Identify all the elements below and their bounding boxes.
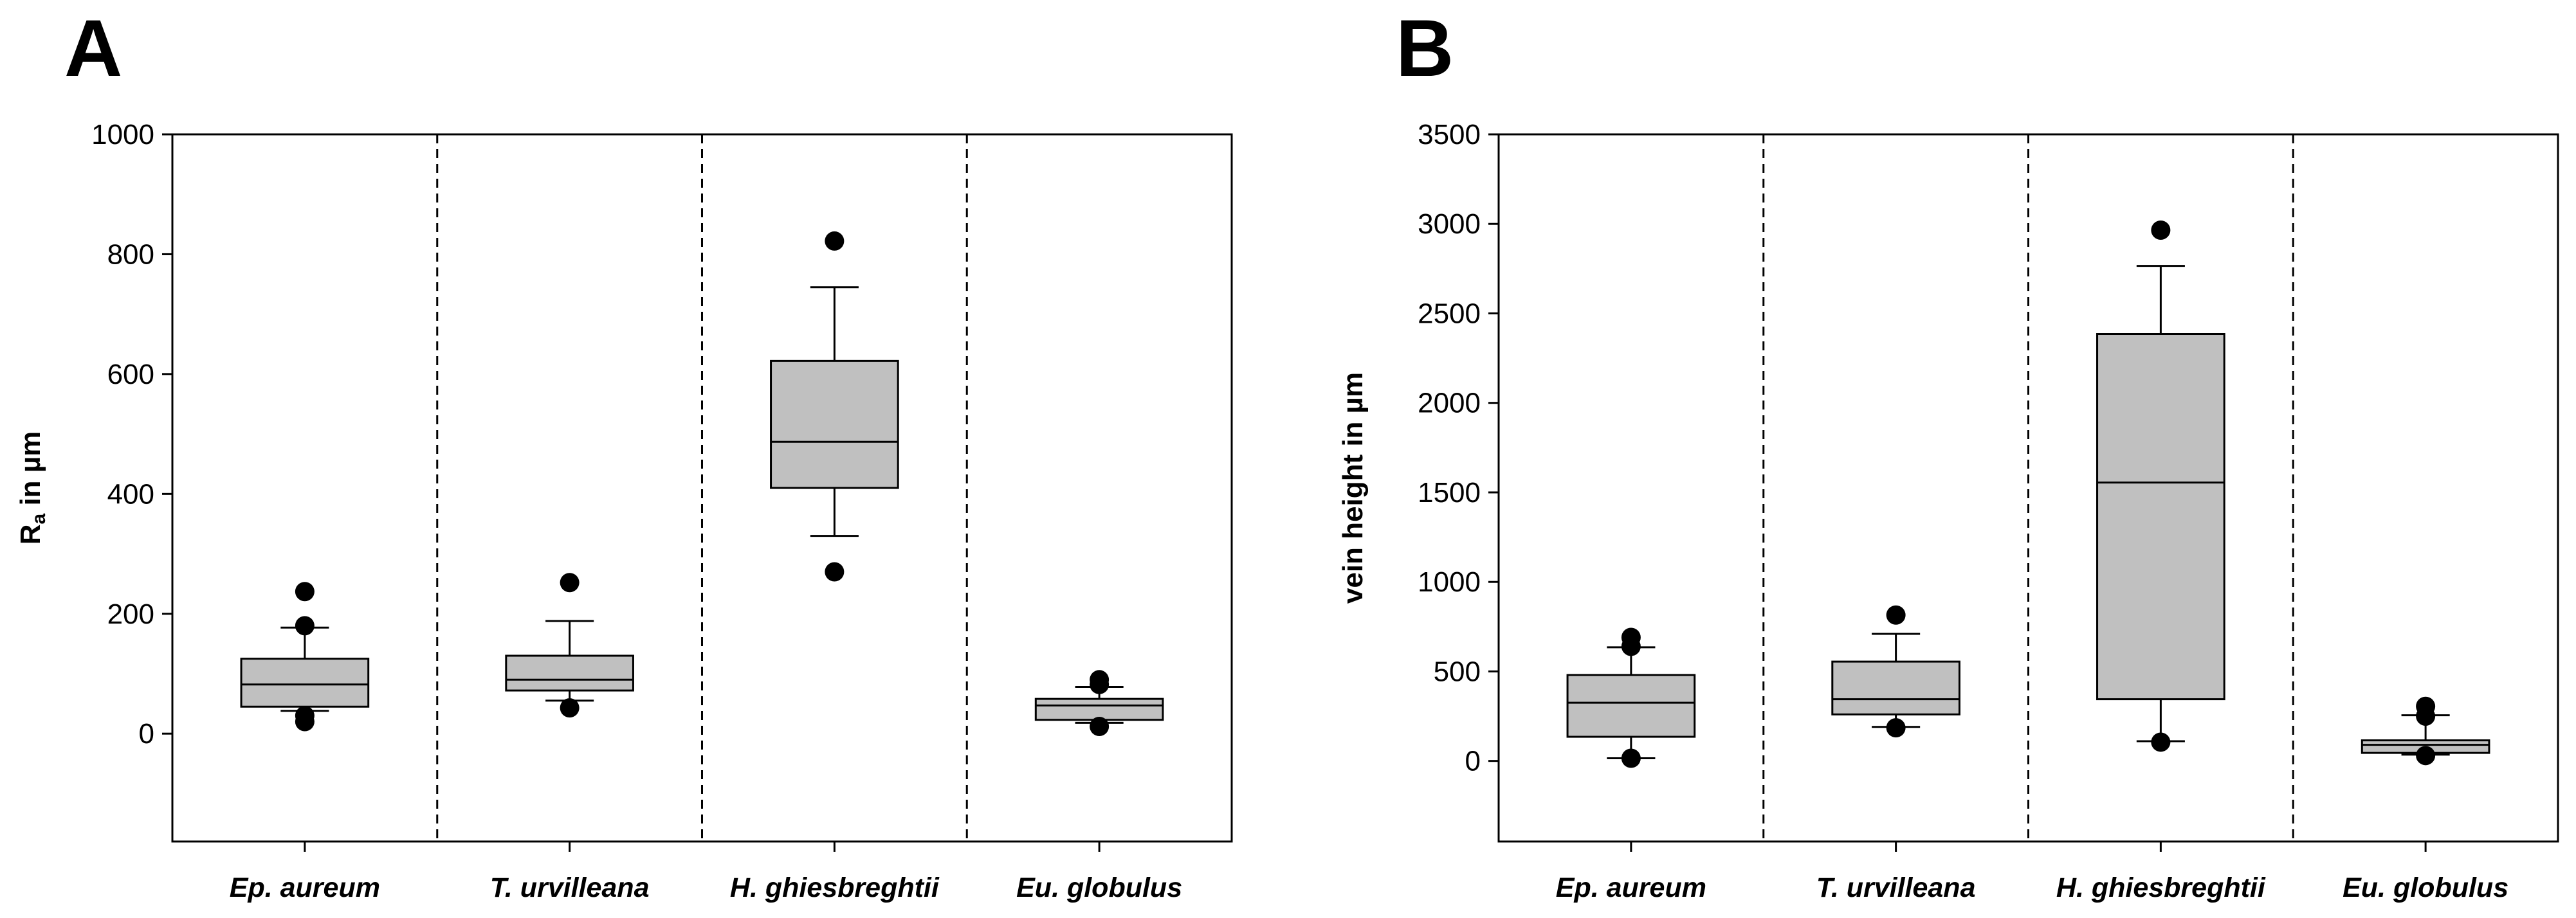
category-label: Ep. aureum xyxy=(230,872,380,903)
y-tick-label: 800 xyxy=(107,239,154,270)
y-axis-label-main: R xyxy=(15,524,46,544)
outlier-point xyxy=(1886,718,1906,738)
category-label: H. ghiesbreghtii xyxy=(2056,872,2266,903)
box xyxy=(2096,333,2225,701)
box xyxy=(1831,660,1960,716)
y-tick-label: 400 xyxy=(107,478,154,510)
outlier-point xyxy=(1886,605,1906,625)
outlier-point xyxy=(1090,717,1110,737)
outlier-point xyxy=(1621,748,1641,768)
y-tick-label: 1000 xyxy=(91,119,154,150)
outlier-point xyxy=(560,573,580,593)
y-axis-label-main: vein height in µm xyxy=(1337,372,1369,604)
outlier-point xyxy=(2151,220,2171,240)
y-tick-label: 1500 xyxy=(1418,477,1481,509)
outlier-point xyxy=(2416,746,2436,766)
y-axis-label-unit: in µm xyxy=(15,431,46,514)
box-group-2 xyxy=(2096,220,2225,752)
outlier-point xyxy=(825,231,845,251)
outlier-point xyxy=(1621,636,1641,656)
y-tick-label: 2000 xyxy=(1418,388,1481,419)
panel-b: B 0 500 1000 1500 2000 2500 3000 3500 Ep. aureum T… xyxy=(1337,4,2559,903)
y-tick-label: 0 xyxy=(1465,746,1481,777)
outlier-point xyxy=(295,712,315,732)
box xyxy=(505,654,634,692)
box-group-2 xyxy=(770,231,899,582)
y-axis-label: Ra in µm xyxy=(15,431,50,545)
y-tick-label: 0 xyxy=(139,718,154,750)
y-axis-label-subscript: a xyxy=(28,513,50,524)
box-group-1 xyxy=(505,573,634,718)
panel-letter: B xyxy=(1396,4,1454,93)
box-group-0 xyxy=(240,582,370,732)
panel-letter: A xyxy=(64,4,122,93)
box xyxy=(1566,674,1696,738)
outlier-point xyxy=(2416,706,2436,726)
outlier-point xyxy=(295,616,315,636)
y-axis-label: vein height in µm xyxy=(1337,372,1369,604)
y-tick-label: 1000 xyxy=(1418,566,1481,598)
outlier-point xyxy=(295,582,315,602)
y-tick-label: 3000 xyxy=(1418,208,1481,240)
y-tick-label: 3500 xyxy=(1418,119,1481,150)
outlier-point xyxy=(825,562,845,582)
box xyxy=(770,359,899,489)
panel-a: A 0 200 400 600 800 1000 Ep. aureum T. urvillean… xyxy=(15,4,1233,903)
y-tick-label: 200 xyxy=(107,598,154,630)
box-group-3 xyxy=(1034,670,1164,737)
category-label: Ep. aureum xyxy=(1556,872,1706,903)
box xyxy=(240,658,370,708)
y-tick-label: 600 xyxy=(107,359,154,390)
outlier-point xyxy=(1090,674,1110,694)
box-group-0 xyxy=(1566,627,1696,768)
category-label: Eu. globulus xyxy=(2343,872,2508,903)
box-group-3 xyxy=(2361,696,2490,766)
y-tick-label: 2500 xyxy=(1418,298,1481,329)
category-label: Eu. globulus xyxy=(1016,872,1182,903)
category-label: T. urvilleana xyxy=(1816,872,1976,903)
category-label: T. urvilleana xyxy=(490,872,650,903)
outlier-point xyxy=(560,698,580,718)
y-tick-label: 500 xyxy=(1434,656,1481,687)
box-group-1 xyxy=(1831,605,1960,738)
category-label: H. ghiesbreghtii xyxy=(730,872,940,903)
outlier-point xyxy=(2151,732,2171,752)
box xyxy=(1034,698,1164,721)
